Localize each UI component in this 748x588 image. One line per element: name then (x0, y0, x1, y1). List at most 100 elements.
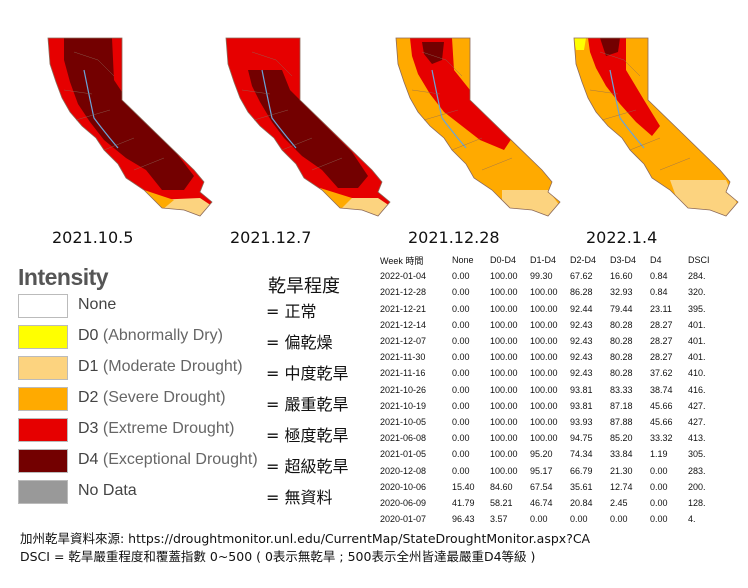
legend-description: (Extreme Drought) (102, 420, 235, 437)
legend-code: D4 (78, 451, 99, 468)
legend-swatch (18, 449, 68, 473)
table-cell: 100.00 (490, 271, 518, 282)
table-row: 2021-11-30 0.00 100.00 100.00 92.43 80.28 28.2… (380, 349, 710, 365)
legend-swatch (18, 480, 68, 504)
table-row: 2021-06-08 0.00 100.00 100.00 94.75 85.20 33.3… (380, 430, 710, 446)
table-cell: 0.84 (650, 287, 668, 298)
table-cell: 283. (688, 465, 706, 476)
table-cell: 84.60 (490, 481, 513, 492)
legend-item-d3: D3 (Extreme Drought) (18, 418, 488, 444)
table-row: 2021-11-16 0.00 100.00 100.00 92.43 80.28 37.6… (380, 365, 710, 381)
table-cell: 1.19 (650, 449, 668, 460)
column-header: D0-D4 (490, 255, 517, 266)
table-cell: 0.00 (650, 514, 668, 525)
table-cell: 92.43 (570, 368, 593, 379)
table-row: 2021-10-26 0.00 100.00 100.00 93.81 83.33 38.7… (380, 382, 710, 398)
table-row: 2021-01-05 0.00 100.00 95.20 74.34 33.84 1.19 3… (380, 446, 710, 462)
legend-chinese-label: = 超級乾旱 (266, 457, 349, 476)
table-cell: 0.00 (452, 433, 470, 444)
table-cell: 2021-11-30 (380, 352, 426, 363)
column-header: D1-D4 (530, 255, 557, 266)
table-cell: 413. (688, 433, 706, 444)
table-cell: 0.00 (650, 465, 668, 476)
table-cell: 427. (688, 416, 706, 427)
table-cell: 15.40 (452, 481, 475, 492)
table-cell: 200. (688, 481, 706, 492)
table-cell: 99.30 (530, 271, 553, 282)
map-date-2: 2021.12.7 (230, 228, 312, 247)
legend-label: D1 (Moderate Drought) (78, 358, 243, 376)
legend-description: (Moderate Drought) (102, 358, 243, 375)
table-cell: 0.00 (452, 287, 470, 298)
table-cell: 87.88 (610, 416, 633, 427)
legend-chinese-label: = 極度乾旱 (266, 426, 349, 445)
table-cell: 100.00 (490, 303, 518, 314)
legend-code: D3 (78, 420, 99, 437)
legend-code: None (78, 296, 117, 313)
table-cell: 85.20 (610, 433, 633, 444)
table-cell: 100.00 (530, 352, 558, 363)
table-cell: 320. (688, 287, 706, 298)
legend-chinese-label: = 嚴重乾旱 (266, 395, 349, 414)
table-cell: 100.00 (490, 433, 518, 444)
legend-chinese-label: = 無資料 (266, 488, 333, 507)
table-cell: 128. (688, 497, 706, 508)
table-header-row: Week 時間 None D0-D4 D1-D4 D2-D4 D3-D4 D4 DSCI (380, 252, 710, 268)
table-row: 2020-06-09 41.79 58.21 46.74 20.84 2.45 0.00 12… (380, 495, 710, 511)
table-row: 2020-10-06 15.40 84.60 67.54 35.61 12.74 0.00 2… (380, 479, 710, 495)
table-cell: 0.00 (452, 336, 470, 347)
table-row: 2021-12-28 0.00 100.00 100.00 86.28 32.93 0.84… (380, 284, 710, 300)
table-cell: 4. (688, 514, 696, 525)
table-cell: 23.11 (650, 303, 672, 314)
table-cell: 427. (688, 400, 706, 411)
legend-label: D3 (Extreme Drought) (78, 420, 235, 438)
table-cell: 74.34 (570, 449, 593, 460)
legend-description: (Abnormally Dry) (102, 327, 223, 344)
table-cell: 100.00 (530, 336, 558, 347)
table-cell: 92.43 (570, 319, 593, 330)
table-cell: 2021-10-19 (380, 400, 427, 411)
california-map-4 (573, 37, 739, 217)
table-cell: 0.00 (530, 514, 548, 525)
column-header: None (452, 255, 474, 266)
legend-description: (Exceptional Drought) (102, 451, 258, 468)
table-cell: 2021-12-28 (380, 287, 427, 298)
table-cell: 0.00 (452, 368, 470, 379)
legend-chinese-label: = 中度乾旱 (266, 364, 349, 383)
table-cell: 21.30 (610, 465, 633, 476)
table-cell: 100.00 (490, 465, 518, 476)
table-row: 2021-12-07 0.00 100.00 100.00 92.43 80.28 28.2… (380, 333, 710, 349)
table-cell: 20.84 (570, 497, 593, 508)
legend-chinese-label: = 偏乾燥 (266, 333, 333, 352)
dsci-definition-note: DSCI = 乾旱嚴重程度和覆蓋指數 0~500 ( 0表示無乾旱 ; 500表… (20, 549, 536, 564)
table-cell: 100.00 (530, 287, 558, 298)
table-cell: 93.93 (570, 416, 593, 427)
table-cell: 305. (688, 449, 706, 460)
table-cell: 0.00 (452, 319, 470, 330)
table-cell: 0.00 (452, 303, 470, 314)
table-cell: 0.00 (452, 271, 470, 282)
table-row: 2022-01-04 0.00 100.00 99.30 67.62 16.60 0.84 2… (380, 268, 710, 284)
legend-chinese-label: = 正常 (266, 302, 317, 321)
table-row: 2021-10-05 0.00 100.00 100.00 93.93 87.88 45.6… (380, 414, 710, 430)
table-cell: 2020-01-07 (380, 514, 427, 525)
table-cell: 92.44 (570, 303, 593, 314)
table-cell: 32.93 (610, 287, 633, 298)
table-cell: 67.62 (570, 271, 593, 282)
legend-item-d4: D4 (Exceptional Drought) (18, 449, 488, 475)
table-cell: 35.61 (570, 481, 593, 492)
table-cell: 94.75 (570, 433, 593, 444)
table-cell: 2020-10-06 (380, 481, 427, 492)
table-cell: 0.00 (452, 465, 470, 476)
table-cell: 416. (688, 384, 706, 395)
table-cell: 0.84 (650, 271, 668, 282)
table-cell: 38.74 (650, 384, 673, 395)
table-cell: 100.00 (490, 287, 518, 298)
legend-swatch (18, 356, 68, 380)
table-cell: 2021-12-21 (380, 303, 427, 314)
table-cell: 58.21 (490, 497, 513, 508)
table-cell: 28.27 (650, 352, 673, 363)
column-header: D3-D4 (610, 255, 637, 266)
table-cell: 2021-01-05 (380, 449, 427, 460)
california-map-3 (395, 37, 561, 217)
